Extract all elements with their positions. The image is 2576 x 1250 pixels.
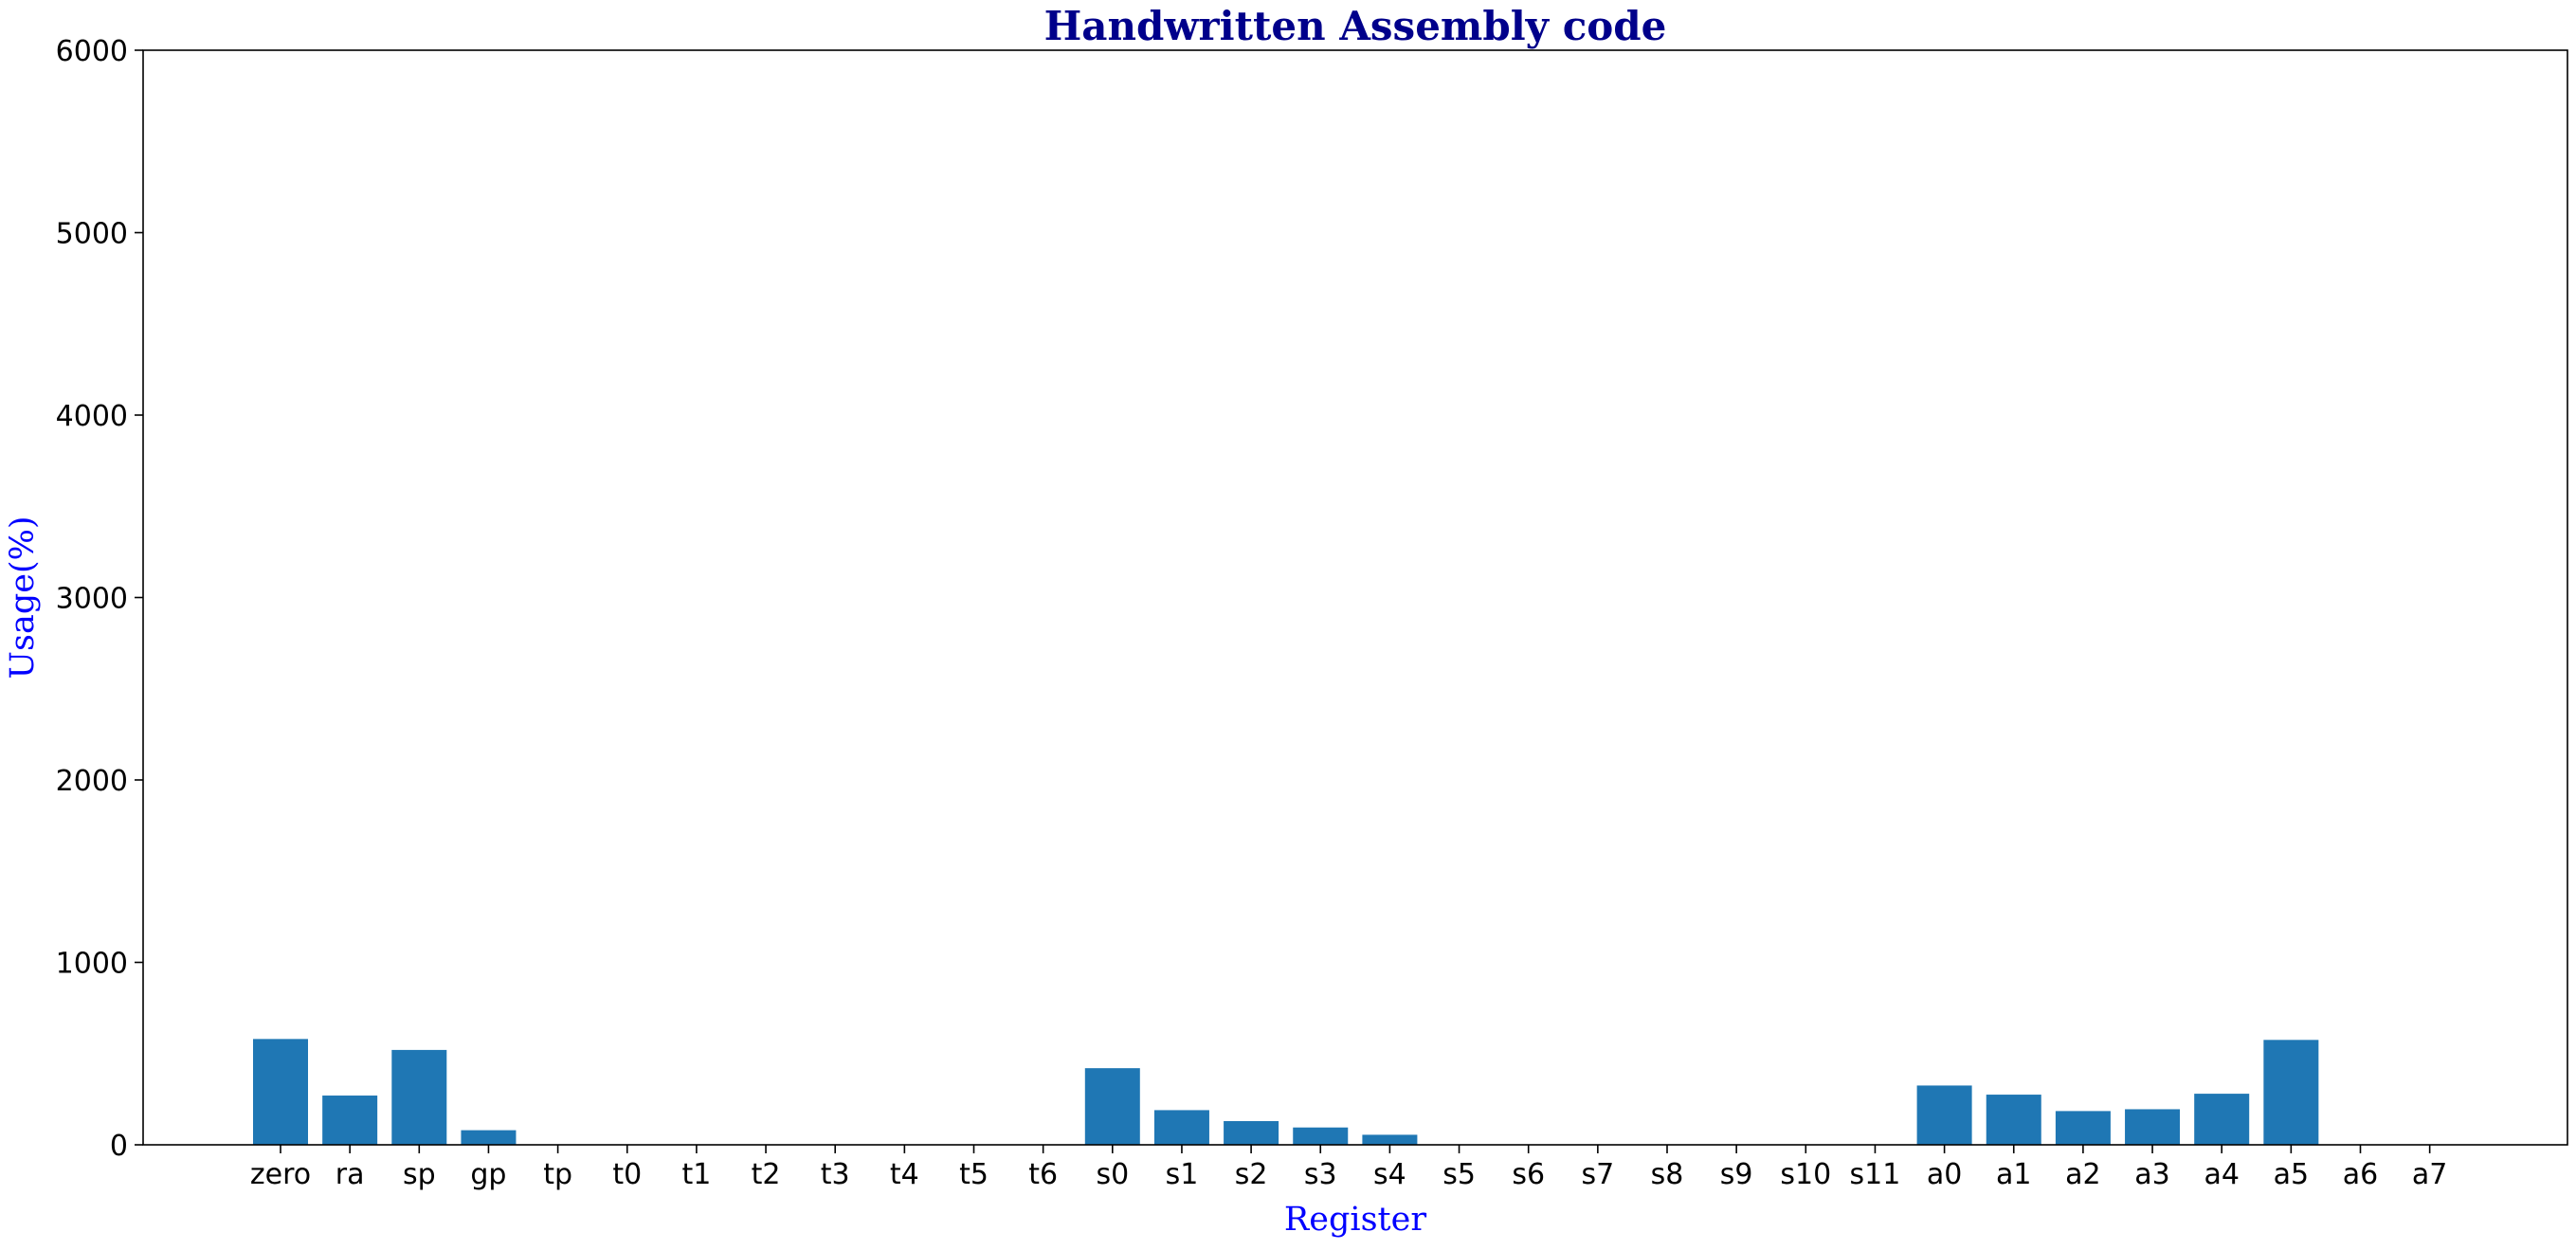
x-tick-label-s10: s10	[1780, 1158, 1831, 1191]
bar-s2	[1224, 1120, 1279, 1145]
x-tick-label-a1: a1	[1996, 1158, 2031, 1191]
bar-s3	[1293, 1127, 1349, 1145]
plot-area-frame	[142, 49, 2568, 1146]
x-tick-label-sp: sp	[403, 1158, 436, 1191]
x-tick-label-s0: s0	[1096, 1158, 1129, 1191]
y-axis-ticks: 0 1000 2000 3000 4000 5000 6000	[56, 35, 143, 1163]
x-axis-label: Register	[1284, 1201, 1426, 1239]
x-tick-label-a5: a5	[2274, 1158, 2309, 1191]
y-tick-label: 5000	[56, 218, 128, 251]
x-tick-label-gp: gp	[470, 1158, 506, 1191]
bar-ra	[322, 1096, 378, 1145]
bar-a2	[2055, 1111, 2111, 1145]
x-tick-label-a6: a6	[2343, 1158, 2378, 1191]
x-tick-label-s4: s4	[1373, 1158, 1406, 1191]
x-tick-label-t1: t1	[681, 1158, 711, 1191]
x-tick-label-t3: t3	[821, 1158, 850, 1191]
x-tick-label-a2: a2	[2065, 1158, 2100, 1191]
x-tick-label-a3: a3	[2134, 1158, 2169, 1191]
bar-a0	[1916, 1085, 1972, 1145]
x-tick-label-s7: s7	[1581, 1158, 1614, 1191]
x-tick-label-s3: s3	[1304, 1158, 1337, 1191]
y-axis-label: Usage(%)	[4, 516, 42, 679]
bar-s4	[1362, 1134, 1418, 1145]
bar-a4	[2194, 1094, 2250, 1145]
chart-title: Handwritten Assembly code	[1044, 3, 1667, 49]
x-tick-label-s1: s1	[1166, 1158, 1199, 1191]
bar-s1	[1153, 1110, 1209, 1145]
x-tick-label-s8: s8	[1651, 1158, 1684, 1191]
bars-layer	[253, 1039, 2319, 1145]
x-tick-label-s9: s9	[1720, 1158, 1753, 1191]
y-tick-label: 0	[110, 1130, 128, 1163]
x-tick-label-s11: s11	[1850, 1158, 1901, 1191]
y-tick-label: 2000	[56, 765, 128, 798]
bar-gp	[461, 1130, 517, 1145]
y-tick-label: 3000	[56, 583, 128, 616]
x-tick-label-t2: t2	[752, 1158, 781, 1191]
x-tick-label-ra: ra	[336, 1158, 365, 1191]
x-tick-label-a4: a4	[2204, 1158, 2239, 1191]
x-tick-label-tp: tp	[543, 1158, 572, 1191]
bar-a5	[2263, 1040, 2319, 1145]
bar-s0	[1084, 1068, 1140, 1145]
x-tick-label-t4: t4	[890, 1158, 919, 1191]
y-tick-label: 4000	[56, 400, 128, 433]
x-tick-label-t0: t0	[612, 1158, 642, 1191]
bar-a3	[2125, 1109, 2181, 1145]
x-tick-label-t6: t6	[1028, 1158, 1058, 1191]
x-tick-label-zero: zero	[250, 1158, 311, 1191]
x-tick-label-a7: a7	[2412, 1158, 2447, 1191]
x-tick-label-s2: s2	[1235, 1158, 1268, 1191]
x-tick-label-a0: a0	[1927, 1158, 1962, 1191]
bar-zero	[253, 1039, 308, 1145]
x-tick-label-s6: s6	[1512, 1158, 1545, 1191]
x-tick-label-s5: s5	[1442, 1158, 1476, 1191]
y-tick-label: 6000	[56, 35, 128, 68]
y-tick-label: 1000	[56, 948, 128, 981]
bar-a1	[1986, 1095, 2041, 1145]
bar-sp	[391, 1049, 447, 1145]
x-axis-ticks: zero ra sp gp tp t0 t1 t2 t3 t4 t5 t6 s0 s1 s2 s3 s4 s5 s6…	[250, 1145, 2447, 1191]
x-tick-label-t5: t5	[959, 1158, 989, 1191]
